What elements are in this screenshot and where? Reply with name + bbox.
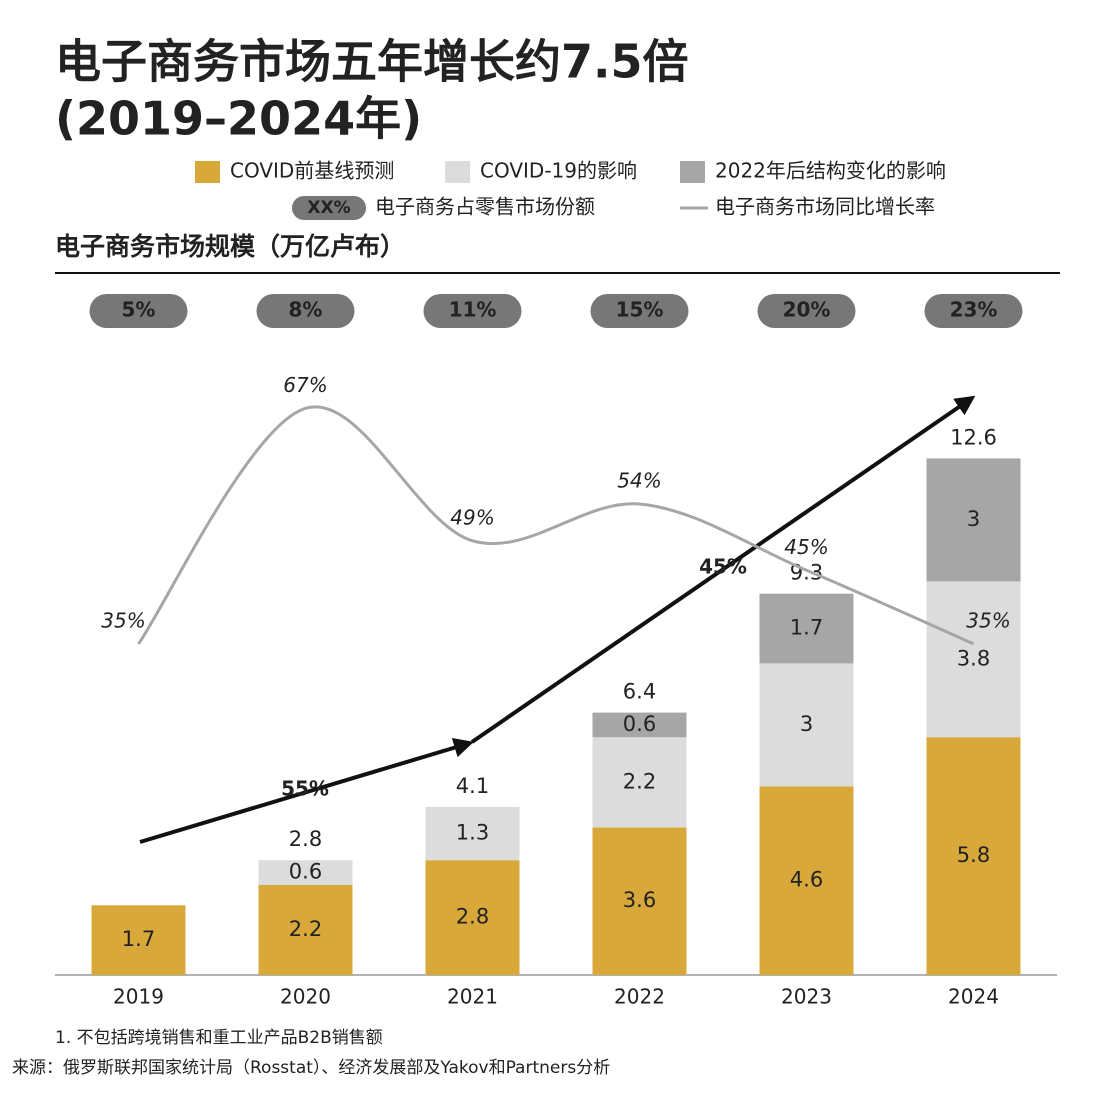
legend-label: 电子商务占零售市场份额 bbox=[375, 195, 595, 219]
x-tick-label: 2019 bbox=[113, 985, 164, 1009]
segment-label: 3.8 bbox=[957, 646, 990, 670]
share-pill bbox=[256, 294, 355, 328]
cagr-arrow bbox=[139, 738, 474, 844]
cagr-label: 55% bbox=[281, 777, 329, 801]
segment-label: 0.6 bbox=[289, 860, 322, 884]
segment-label: 5.8 bbox=[957, 843, 990, 867]
growth-label: 54% bbox=[617, 469, 661, 493]
share-label: 20% bbox=[783, 298, 831, 322]
bar-segment bbox=[258, 884, 353, 975]
legend-swatch bbox=[445, 161, 470, 183]
segment-label: 3 bbox=[800, 712, 813, 736]
share-pill bbox=[590, 294, 689, 328]
growth-label: 49% bbox=[450, 505, 494, 529]
legend-label: COVID前基线预测 bbox=[230, 159, 394, 183]
total-label: 6.4 bbox=[623, 680, 656, 704]
x-tick-label: 2024 bbox=[948, 985, 999, 1009]
segment-label: 1.7 bbox=[122, 927, 155, 951]
footnote: 来源：俄罗斯联邦国家统计局（Rosstat）、经济发展部及Yakov和Partn… bbox=[12, 1058, 610, 1078]
x-tick-label: 2020 bbox=[280, 985, 331, 1009]
share-label: 5% bbox=[122, 298, 156, 322]
segment-label: 2.2 bbox=[289, 917, 322, 941]
x-tick-label: 2022 bbox=[614, 985, 665, 1009]
share-pill bbox=[89, 294, 188, 328]
bar-segment bbox=[759, 593, 854, 664]
bar-segment bbox=[759, 786, 854, 975]
total-label: 4.1 bbox=[456, 774, 489, 798]
growth-line bbox=[137, 405, 975, 646]
legend-pill bbox=[292, 196, 366, 220]
bar-segment bbox=[926, 737, 1021, 975]
bar-segment bbox=[425, 806, 520, 861]
segment-label: 4.6 bbox=[790, 868, 823, 892]
share-label: 15% bbox=[616, 298, 664, 322]
segment-label: 3 bbox=[967, 507, 980, 531]
legend-swatch bbox=[195, 161, 220, 183]
segment-label: 2.8 bbox=[456, 905, 489, 929]
bar-segment bbox=[592, 827, 687, 975]
cagr-arrow bbox=[470, 395, 976, 744]
legend-swatch bbox=[680, 161, 705, 183]
bar-segment bbox=[592, 712, 687, 738]
cagr-label: 45% bbox=[699, 555, 747, 579]
chart-title: 电子商务市场五年增长约7.5倍 bbox=[55, 35, 689, 89]
legend-label: 电子商务市场同比增长率 bbox=[715, 195, 935, 219]
growth-label: 45% bbox=[784, 535, 828, 559]
bar-segment bbox=[926, 581, 1021, 738]
total-label: 2.8 bbox=[289, 827, 322, 851]
x-tick-label: 2023 bbox=[781, 985, 832, 1009]
segment-label: 0.6 bbox=[623, 712, 656, 736]
segment-label: 1.7 bbox=[790, 616, 823, 640]
segment-label: 3.6 bbox=[623, 888, 656, 912]
bar-segment bbox=[926, 458, 1021, 582]
bar-segment bbox=[258, 860, 353, 885]
growth-label: 35% bbox=[101, 608, 145, 632]
chart-title: (2019–2024年) bbox=[55, 92, 422, 146]
x-tick-label: 2021 bbox=[447, 985, 498, 1009]
bar-segment bbox=[759, 663, 854, 787]
footnote: 1. 不包括跨境销售和重工业产品B2B销售额 bbox=[55, 1028, 383, 1048]
legend-pill-text: XX% bbox=[307, 198, 350, 218]
share-label: 23% bbox=[950, 298, 998, 322]
bar-segment bbox=[592, 737, 687, 828]
share-pill bbox=[423, 294, 522, 328]
growth-label: 67% bbox=[283, 373, 327, 397]
chart-subtitle: 电子商务市场规模（万亿卢布） bbox=[55, 232, 405, 261]
legend-label: 2022年后结构变化的影响 bbox=[715, 159, 946, 183]
share-label: 11% bbox=[449, 298, 497, 322]
growth-label: 35% bbox=[966, 608, 1010, 632]
share-label: 8% bbox=[289, 298, 323, 322]
segment-label: 1.3 bbox=[456, 821, 489, 845]
segment-label: 2.2 bbox=[623, 769, 656, 793]
share-pill bbox=[757, 294, 856, 328]
legend-label: COVID-19的影响 bbox=[480, 159, 637, 183]
bar-segment bbox=[425, 860, 520, 975]
bar-segment bbox=[91, 905, 186, 975]
total-label: 12.6 bbox=[950, 425, 997, 449]
share-pill bbox=[924, 294, 1023, 328]
